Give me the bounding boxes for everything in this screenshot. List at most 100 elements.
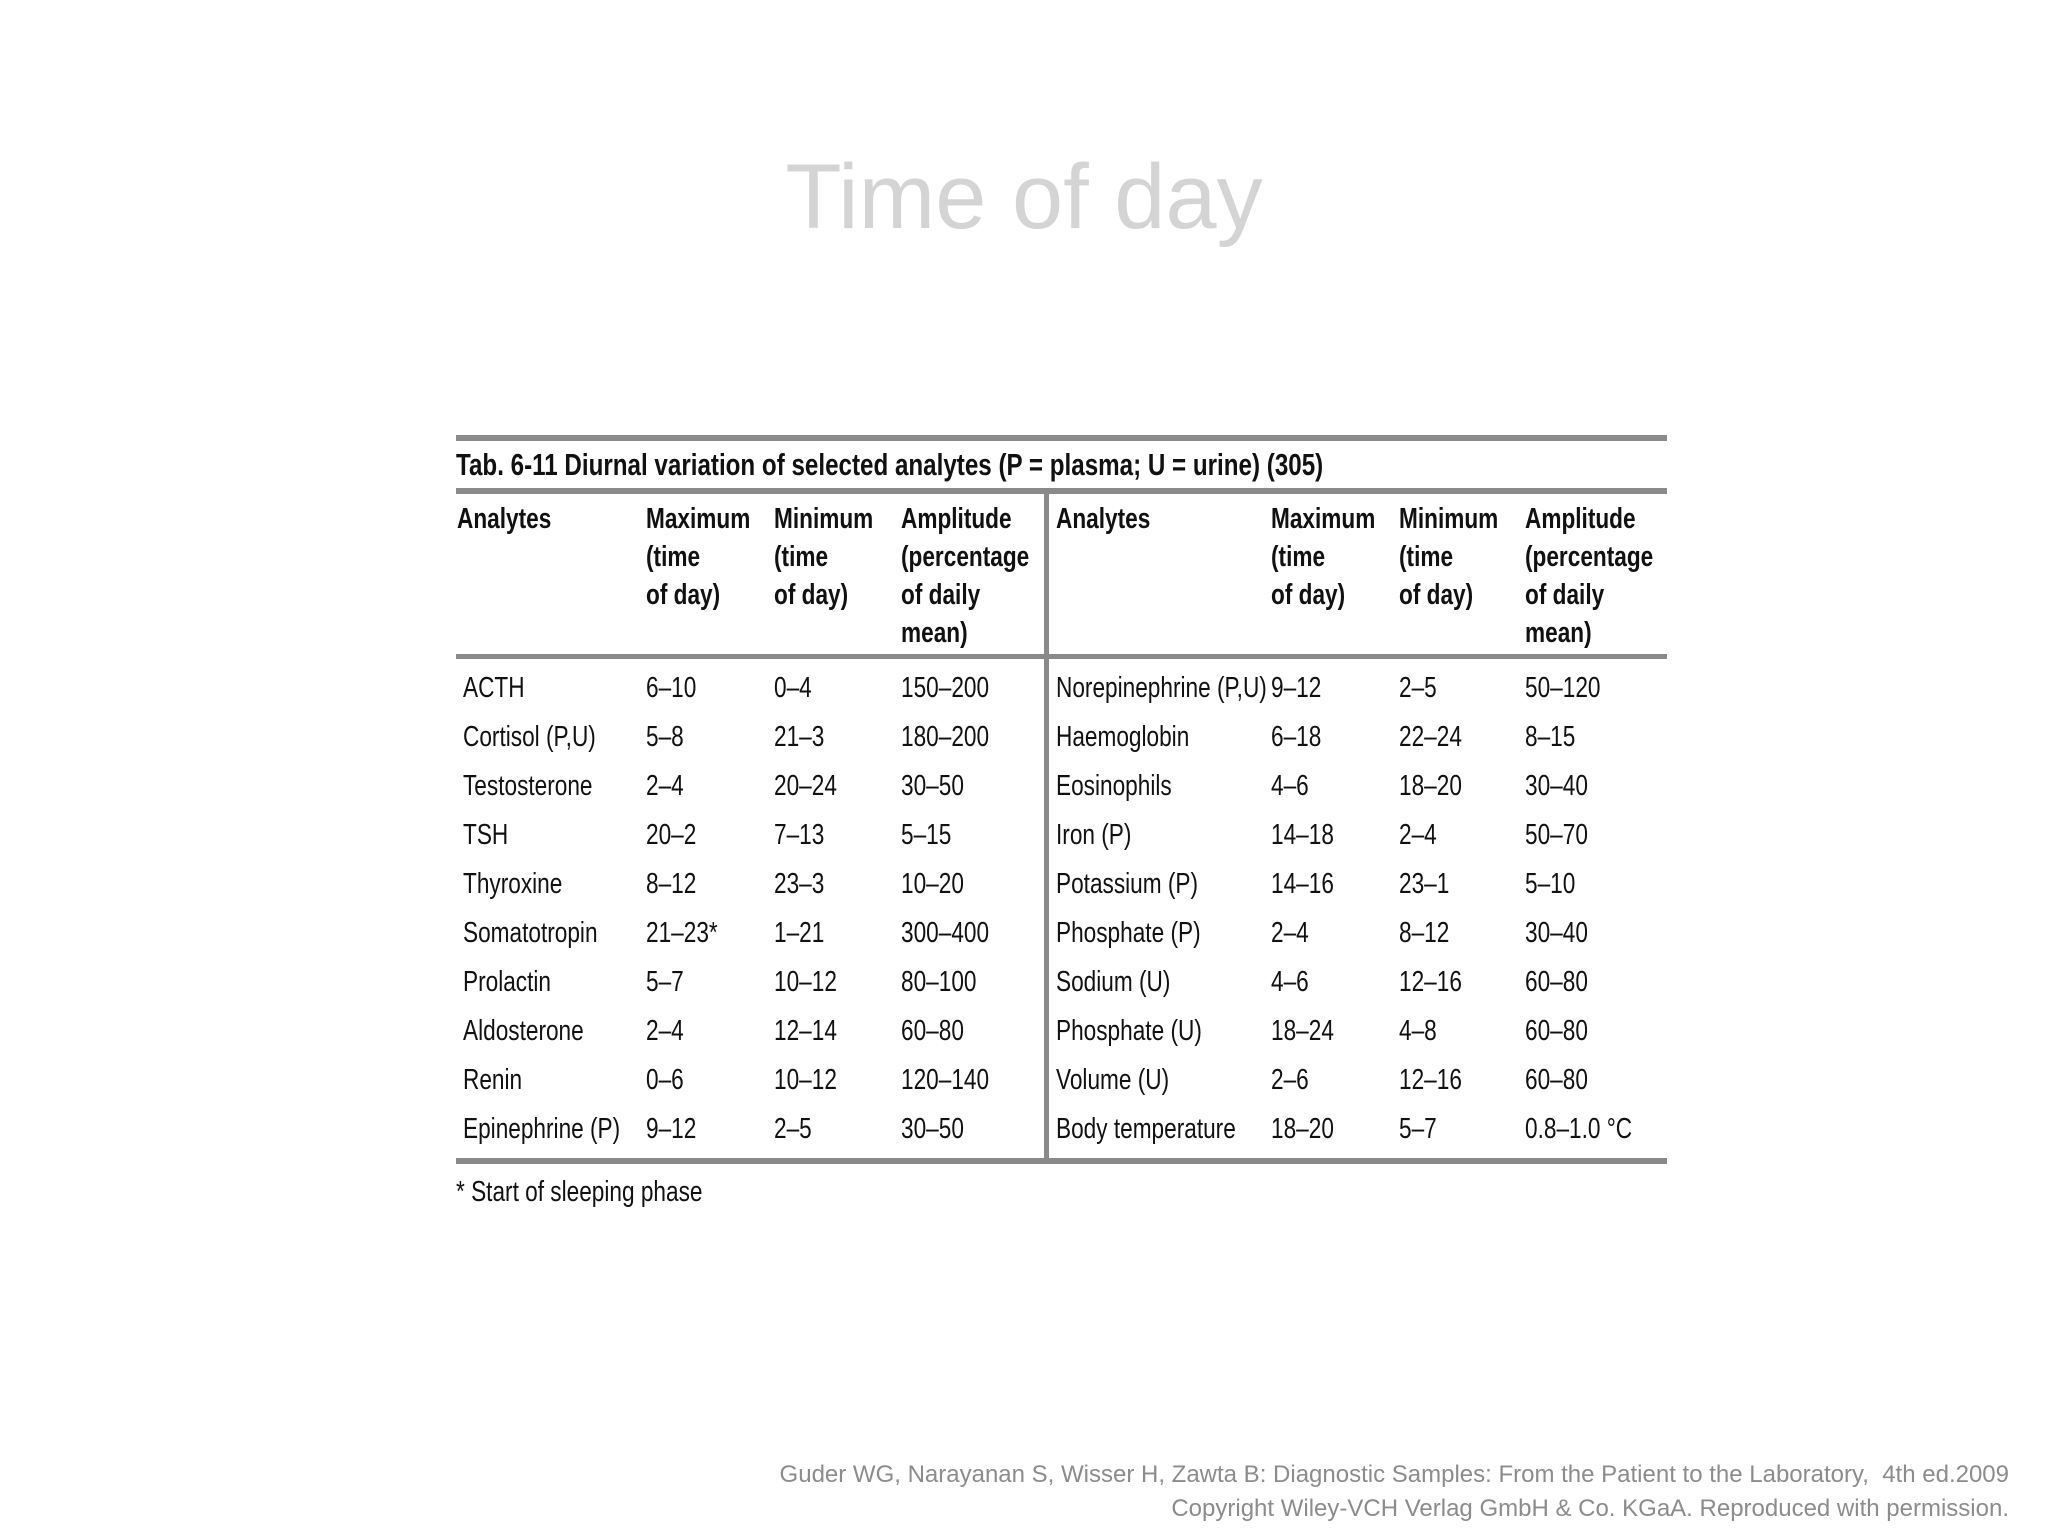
table-cell: Epinephrine (P): [463, 1113, 621, 1145]
table-cell: Potassium (P): [1056, 868, 1199, 900]
table-cell: 9–12: [1271, 672, 1322, 704]
table-cell: Body temperature: [1056, 1113, 1236, 1145]
table-cell: 12–16: [1399, 1064, 1462, 1096]
table-cell: Phosphate (P): [1056, 917, 1201, 949]
table-cell: ACTH: [463, 672, 525, 704]
column-divider: [1044, 494, 1049, 1158]
table-cell: 2–4: [646, 1015, 684, 1047]
citation: Copyright Wiley-VCH Verlag GmbH & Co. KG…: [1171, 1495, 2009, 1522]
table-cell: 300–400: [901, 917, 990, 949]
table-cell: 23–1: [1399, 868, 1450, 900]
column-header: Amplitude: [1525, 503, 1636, 535]
column-header: (percentage: [1525, 541, 1654, 573]
table-rule: [456, 435, 1667, 441]
column-header: of day): [1399, 579, 1474, 611]
table-cell: 5–8: [646, 721, 684, 753]
table-cell: 22–24: [1399, 721, 1462, 753]
column-header: Analytes: [1056, 503, 1151, 535]
table-caption: Tab. 6-11 Diurnal variation of selected …: [456, 447, 1324, 482]
table-rule: [456, 654, 1667, 659]
table-cell: Aldosterone: [463, 1015, 584, 1047]
table-cell: 2–6: [1271, 1064, 1309, 1096]
column-header: Minimum: [774, 503, 874, 535]
column-header: Analytes: [457, 503, 552, 535]
table-cell: Eosinophils: [1056, 770, 1172, 802]
table-cell: 50–120: [1525, 672, 1601, 704]
table-cell: 2–4: [1271, 917, 1309, 949]
column-header: of daily: [901, 579, 981, 611]
table-cell: 30–50: [901, 1113, 964, 1145]
table-cell: 80–100: [901, 966, 977, 998]
table-cell: 30–40: [1525, 770, 1588, 802]
table-cell: 4–8: [1399, 1015, 1437, 1047]
column-header: mean): [901, 617, 968, 649]
table-cell: 120–140: [901, 1064, 990, 1096]
table-cell: 14–18: [1271, 819, 1334, 851]
column-header: (time: [1271, 541, 1326, 573]
table-cell: 50–70: [1525, 819, 1588, 851]
table-cell: 8–15: [1525, 721, 1576, 753]
table-rule: [456, 1158, 1667, 1164]
table-cell: 60–80: [901, 1015, 964, 1047]
table-cell: 6–10: [646, 672, 697, 704]
table-cell: Thyroxine: [463, 868, 563, 900]
table-cell: 0–4: [774, 672, 812, 704]
column-header: Maximum: [646, 503, 751, 535]
column-header: mean): [1525, 617, 1592, 649]
table-cell: 20–2: [646, 819, 697, 851]
column-header: (time: [1399, 541, 1454, 573]
table-cell: 21–3: [774, 721, 825, 753]
table-cell: 23–3: [774, 868, 825, 900]
table-cell: 150–200: [901, 672, 990, 704]
table-cell: 8–12: [1399, 917, 1450, 949]
table-cell: 10–12: [774, 1064, 837, 1096]
column-header: (time: [646, 541, 701, 573]
table-cell: 14–16: [1271, 868, 1334, 900]
table-cell: 8–12: [646, 868, 697, 900]
table-cell: 4–6: [1271, 966, 1309, 998]
column-header: Minimum: [1399, 503, 1499, 535]
column-header: (time: [774, 541, 829, 573]
table-cell: Cortisol (P,U): [463, 721, 596, 753]
table-cell: 9–12: [646, 1113, 697, 1145]
table-cell: 1–21: [774, 917, 825, 949]
table-cell: Iron (P): [1056, 819, 1132, 851]
table-cell: Renin: [463, 1064, 523, 1096]
table-cell: 12–16: [1399, 966, 1462, 998]
table-cell: 30–40: [1525, 917, 1588, 949]
column-header: (percentage: [901, 541, 1030, 573]
citation: Guder WG, Narayanan S, Wisser H, Zawta B…: [779, 1461, 2009, 1488]
slide-title: Time of day: [785, 146, 1263, 248]
table-cell: 180–200: [901, 721, 990, 753]
table-cell: 2–5: [774, 1113, 812, 1145]
table-cell: 10–20: [901, 868, 964, 900]
table-cell: Prolactin: [463, 966, 552, 998]
table-cell: 2–4: [646, 770, 684, 802]
table-cell: 6–18: [1271, 721, 1322, 753]
column-header: of day): [774, 579, 849, 611]
table-cell: 18–20: [1399, 770, 1462, 802]
table-cell: 0.8–1.0 °C: [1525, 1113, 1633, 1145]
table-cell: 5–7: [646, 966, 684, 998]
table-cell: 30–50: [901, 770, 964, 802]
table-cell: 0–6: [646, 1064, 684, 1096]
table-cell: 60–80: [1525, 1064, 1588, 1096]
table-cell: Sodium (U): [1056, 966, 1171, 998]
table-cell: 18–24: [1271, 1015, 1334, 1047]
column-header: Maximum: [1271, 503, 1376, 535]
table-rule: [456, 488, 1667, 494]
table-cell: 10–12: [774, 966, 837, 998]
column-header: Amplitude: [901, 503, 1012, 535]
table-cell: 5–7: [1399, 1113, 1437, 1145]
table-cell: 12–14: [774, 1015, 837, 1047]
table-cell: Testosterone: [463, 770, 593, 802]
table-cell: 5–15: [901, 819, 952, 851]
table-cell: TSH: [463, 819, 509, 851]
table-cell: Somatotropin: [463, 917, 598, 949]
table-cell: 5–10: [1525, 868, 1576, 900]
table-cell: 21–23*: [646, 917, 718, 949]
table-cell: 7–13: [774, 819, 825, 851]
footnote: * Start of sleeping phase: [456, 1176, 703, 1208]
table-cell: 2–5: [1399, 672, 1437, 704]
